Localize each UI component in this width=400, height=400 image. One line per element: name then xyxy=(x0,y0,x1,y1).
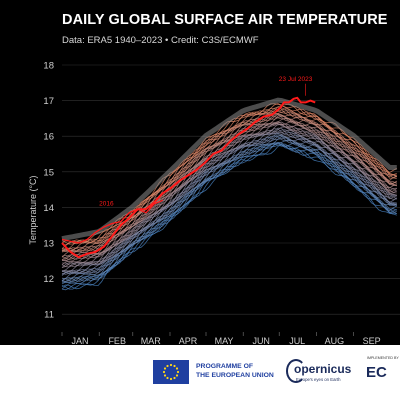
y-tick-label: 11 xyxy=(44,310,54,321)
historical-year-line xyxy=(61,123,397,268)
implemented-by-label: IMPLEMENTED BY xyxy=(367,356,399,360)
eu-programme-label: PROGRAMME OF THE EUROPEAN UNION xyxy=(196,363,274,379)
record-envelope xyxy=(61,97,397,242)
y-tick-label: 14 xyxy=(43,203,54,214)
copernicus-logo-text: opernicus xyxy=(294,362,352,376)
eu-flag-icon xyxy=(153,360,189,384)
series-lines xyxy=(61,96,316,259)
x-tick-label: MAY xyxy=(215,336,234,345)
y-axis-tick-labels: 11 12 13 14 15 16 17 18 xyxy=(43,61,54,321)
y-tick-label: 16 xyxy=(43,132,54,143)
y-tick-label: 17 xyxy=(43,96,54,107)
y-tick-label: 18 xyxy=(43,61,54,72)
x-tick-label: AUG xyxy=(325,336,345,345)
historical-year-line xyxy=(61,113,397,253)
temperature-chart: 11 12 13 14 15 16 17 18 JAN FEB MAR APR MAY JUN JUL AU… xyxy=(28,61,400,345)
historical-year-line xyxy=(61,141,398,285)
x-tick-label: JUN xyxy=(252,336,270,345)
climatology-band xyxy=(61,97,398,291)
historical-year-line xyxy=(61,126,397,268)
copernicus-logo-icon xyxy=(286,359,306,383)
y-tick-label: 15 xyxy=(43,167,54,178)
chart-subtitle: Data: ERA5 1940–2023 • Credit: C3S/ECMWF xyxy=(62,35,259,46)
ecmwf-logo-text: EC xyxy=(366,364,387,381)
grid-lines xyxy=(62,64,400,315)
annotation-label: 2016 xyxy=(99,201,114,208)
y-tick-label: 13 xyxy=(43,239,54,250)
x-tick-label: MAR xyxy=(141,336,162,345)
x-axis-month-labels: JAN FEB MAR APR MAY JUN JUL AUG SEP xyxy=(61,332,381,345)
series-line-2023 xyxy=(61,96,316,259)
y-axis-label: Temperature (°C) xyxy=(28,175,38,244)
x-tick-label: APR xyxy=(179,336,198,345)
historical-year-line xyxy=(61,107,397,251)
logo-footer: PROGRAMME OF THE EUROPEAN UNION opernicu… xyxy=(0,345,400,400)
historical-year-line xyxy=(61,121,398,266)
historical-year-line xyxy=(61,115,397,258)
y-tick-label: 12 xyxy=(43,274,54,285)
series-line-2016 xyxy=(61,199,164,244)
historical-year-line xyxy=(61,105,397,245)
historical-year-line xyxy=(61,143,397,291)
x-tick-label: JAN xyxy=(71,336,88,345)
historical-year-line xyxy=(61,139,397,283)
historical-year-line xyxy=(61,134,397,276)
x-tick-label: JUL xyxy=(289,336,305,345)
x-tick-label: SEP xyxy=(363,336,381,345)
annotations: 23 Jul 2023 2016 xyxy=(99,76,313,208)
historical-year-line xyxy=(61,143,397,290)
x-tick-label: FEB xyxy=(108,336,126,345)
annotation-label: 23 Jul 2023 xyxy=(279,76,313,83)
copernicus-tagline: Europe's eyes on Earth xyxy=(296,377,341,382)
chart-title: DAILY GLOBAL SURFACE AIR TEMPERATURE xyxy=(62,12,388,28)
